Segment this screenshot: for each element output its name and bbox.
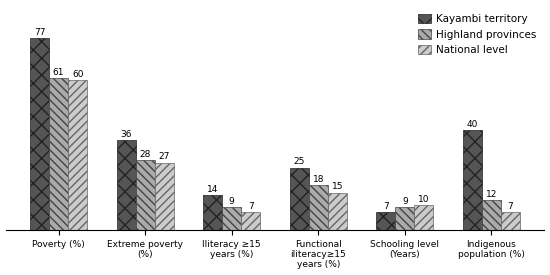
Bar [68,80,87,230]
Text: 7: 7 [383,202,389,211]
Text: 27: 27 [158,152,170,161]
Text: 25: 25 [294,157,305,166]
Bar [241,213,260,230]
Bar [203,195,222,230]
Text: 9: 9 [229,197,235,206]
Text: 77: 77 [34,28,45,37]
Text: 40: 40 [466,120,478,129]
Text: 10: 10 [418,195,430,204]
Bar [414,205,433,230]
Bar [463,130,482,230]
Bar [309,185,328,230]
Bar [376,213,395,230]
Text: 61: 61 [53,68,64,77]
Text: 12: 12 [486,190,497,199]
Bar [482,200,501,230]
Bar [290,167,309,230]
Bar [501,213,520,230]
Bar [328,192,347,230]
Text: 14: 14 [207,185,218,194]
Text: 18: 18 [312,175,324,184]
Bar [395,207,414,230]
Text: 7: 7 [508,202,513,211]
Text: 60: 60 [72,70,84,79]
Legend: Kayambi territory, Highland provinces, National level: Kayambi territory, Highland provinces, N… [415,11,539,58]
Bar [30,38,49,230]
Bar [136,160,155,230]
Text: 15: 15 [332,182,343,191]
Bar [117,140,136,230]
Bar [222,207,241,230]
Text: 9: 9 [402,197,408,206]
Text: 7: 7 [248,202,254,211]
Text: 36: 36 [120,130,132,139]
Text: 28: 28 [140,150,151,159]
Bar [155,163,174,230]
Bar [49,78,68,230]
